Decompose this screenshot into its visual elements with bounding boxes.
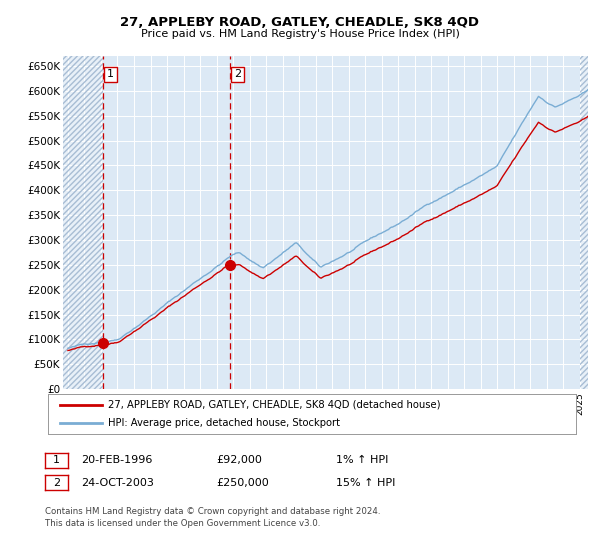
Bar (63, 56, 103, 389)
Text: 2: 2 (234, 69, 241, 80)
Text: 1: 1 (53, 455, 60, 465)
Bar (63, 56, 103, 389)
Text: HPI: Average price, detached house, Stockport: HPI: Average price, detached house, Stoc… (108, 418, 340, 428)
Text: 27, APPLEBY ROAD, GATLEY, CHEADLE, SK8 4QD (detached house): 27, APPLEBY ROAD, GATLEY, CHEADLE, SK8 4… (108, 400, 440, 410)
Text: 2: 2 (53, 478, 60, 488)
Text: 27, APPLEBY ROAD, GATLEY, CHEADLE, SK8 4QD: 27, APPLEBY ROAD, GATLEY, CHEADLE, SK8 4… (121, 16, 479, 29)
Text: £250,000: £250,000 (216, 478, 269, 488)
Bar (580, 56, 588, 389)
Text: 15% ↑ HPI: 15% ↑ HPI (336, 478, 395, 488)
Bar (580, 56, 588, 389)
Text: 1: 1 (107, 69, 114, 80)
Text: Contains HM Land Registry data © Crown copyright and database right 2024.
This d: Contains HM Land Registry data © Crown c… (45, 507, 380, 528)
Text: 20-FEB-1996: 20-FEB-1996 (81, 455, 152, 465)
Text: Price paid vs. HM Land Registry's House Price Index (HPI): Price paid vs. HM Land Registry's House … (140, 29, 460, 39)
Text: 24-OCT-2003: 24-OCT-2003 (81, 478, 154, 488)
Text: 1% ↑ HPI: 1% ↑ HPI (336, 455, 388, 465)
Text: £92,000: £92,000 (216, 455, 262, 465)
